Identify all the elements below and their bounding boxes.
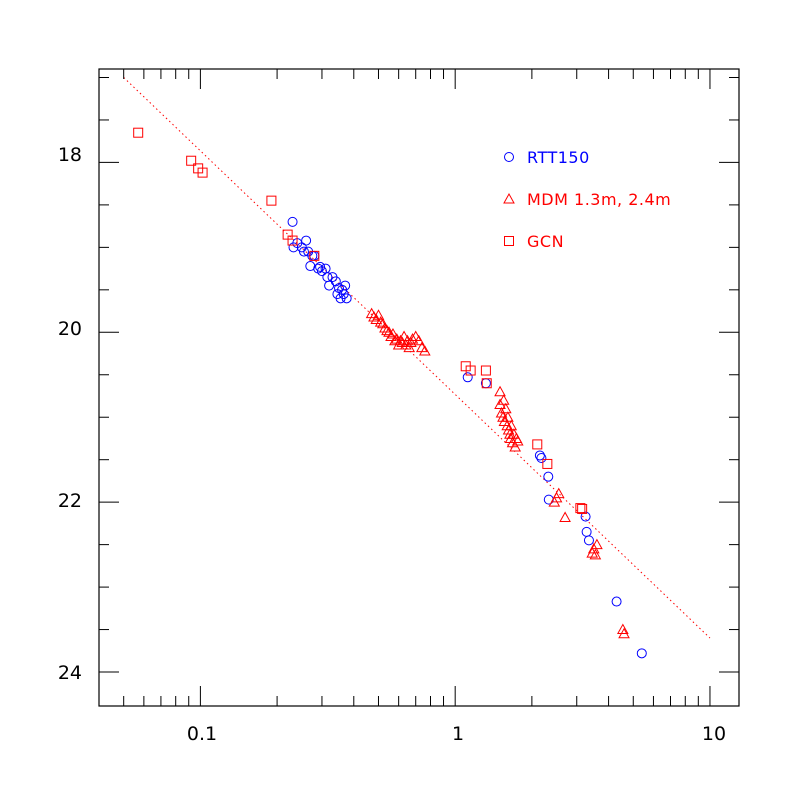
data-point-square [481, 378, 492, 389]
data-point-triangle [511, 434, 524, 446]
data-point-circle [330, 276, 341, 287]
x-tick-label-10: 10 [702, 723, 726, 745]
fit-line-layer [123, 77, 711, 639]
data-point-circle [287, 216, 298, 227]
legend-item-gcn: GCN [504, 232, 564, 251]
legend-circle-marker [504, 152, 514, 162]
data-point-square [542, 458, 553, 469]
data-point-circle [298, 246, 309, 257]
data-point-circle [462, 372, 473, 383]
legend-label-rtt150: RTT150 [527, 148, 590, 167]
data-point-triangle [505, 419, 518, 431]
data-point-circle [534, 450, 545, 461]
data-point-triangle [412, 334, 425, 346]
data-point-square [287, 235, 298, 246]
data-point-triangle [372, 309, 385, 320]
legend: RTT150 MDM 1.3m, 2.4m GCN [503, 148, 671, 251]
data-point-triangle [389, 334, 401, 346]
data-point-square [532, 439, 543, 450]
data-point-triangle [616, 623, 629, 635]
legend-item-mdm: MDM 1.3m, 2.4m [503, 190, 671, 209]
y-tick-label-20: 20 [58, 318, 82, 340]
data-point-square [465, 365, 476, 376]
data-point-square [575, 503, 586, 514]
legend-triangle-marker [503, 192, 515, 204]
x-tick-label-1: 1 [452, 723, 464, 745]
data-point-triangle [368, 310, 380, 322]
data-points-layer [133, 127, 647, 659]
legend-item-rtt150: RTT150 [504, 148, 590, 167]
data-point-triangle [494, 385, 506, 397]
data-point-circle [580, 511, 591, 522]
data-point-circle [301, 235, 312, 246]
data-point-circle [315, 261, 326, 272]
data-point-triangle [559, 511, 571, 522]
data-point-square [266, 195, 277, 206]
data-point-triangle [618, 627, 630, 639]
data-point-circle [324, 280, 335, 291]
data-point-circle [536, 452, 547, 463]
plot-frame [98, 68, 740, 707]
data-point-circle [309, 250, 320, 261]
legend-square-marker [504, 236, 514, 246]
data-point-triangle [502, 411, 514, 422]
legend-label-mdm: MDM 1.3m, 2.4m [527, 190, 671, 209]
data-point-triangle [591, 538, 603, 550]
data-point-triangle [398, 330, 410, 342]
data-point-triangle [418, 344, 431, 356]
data-point-square [480, 365, 491, 376]
fit-line [123, 77, 711, 639]
data-point-triangle [509, 440, 522, 452]
data-point-triangle [499, 402, 512, 414]
data-point-circle [543, 471, 554, 482]
y-tick-label-24: 24 [58, 662, 82, 684]
y-tick-label-18: 18 [58, 144, 82, 166]
data-point-triangle [406, 333, 419, 344]
data-point-square [309, 250, 320, 261]
legend-label-gcn: GCN [527, 232, 564, 251]
data-point-triangle [381, 324, 393, 336]
axis-ticks [98, 69, 739, 706]
data-point-circle [581, 526, 592, 537]
data-point-triangle [379, 322, 391, 333]
data-point-circle [636, 648, 647, 659]
x-tick-label-0.1: 0.1 [187, 723, 217, 745]
data-point-circle [480, 378, 491, 389]
data-point-circle [611, 596, 622, 607]
data-point-circle [341, 293, 352, 304]
data-point-triangle [374, 316, 387, 327]
data-point-circle [583, 535, 594, 546]
data-point-triangle [403, 341, 416, 353]
x-tick-labels: 0.1 1 10 [187, 723, 726, 745]
data-point-circle [543, 494, 554, 505]
data-point-triangle [552, 487, 565, 499]
data-point-square [577, 503, 588, 514]
y-tick-label-22: 22 [58, 490, 82, 512]
data-point-square [133, 127, 144, 138]
data-point-circle [340, 280, 351, 291]
data-point-triangle [589, 548, 602, 560]
data-point-circle [322, 272, 333, 283]
data-point-square [197, 167, 208, 178]
data-point-triangle [497, 394, 510, 405]
y-tick-labels: 18 20 22 24 [58, 144, 82, 684]
data-point-triangle [387, 327, 399, 339]
data-point-square [186, 155, 197, 166]
data-point-circle [316, 266, 327, 277]
